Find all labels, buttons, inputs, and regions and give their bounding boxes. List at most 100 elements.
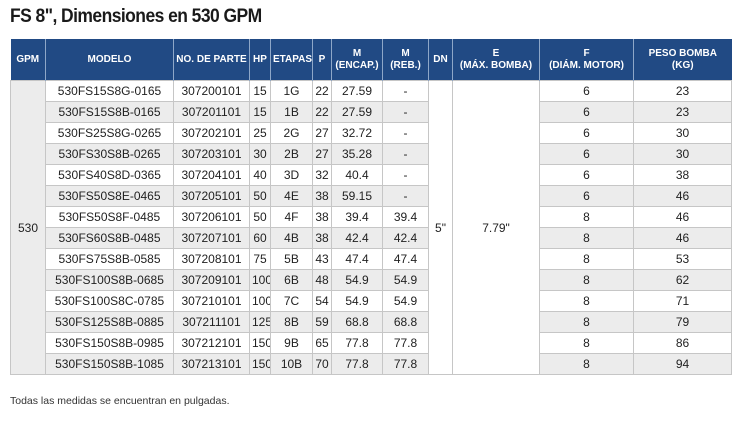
cell-p: 43 — [312, 248, 332, 270]
cell-hp: 40 — [249, 164, 271, 186]
cell-hp: 100 — [249, 269, 271, 291]
cell-no-de-parte: 307203101 — [173, 143, 250, 165]
cell-m-reb: 68.8 — [382, 311, 429, 333]
cell-no-de-parte: 307209101 — [173, 269, 250, 291]
cell-p: 54 — [312, 290, 332, 312]
cell-modelo: 530FS50S8E-0465 — [45, 185, 174, 207]
cell-p: 32 — [312, 164, 332, 186]
cell-peso-bomba: 94 — [633, 353, 732, 375]
cell-p: 22 — [312, 101, 332, 123]
cell-f-diam-motor: 6 — [539, 143, 634, 165]
column-header-modelo: MODELO — [45, 39, 174, 81]
cell-m-encap: 27.59 — [331, 101, 383, 123]
e-max-bomba-cell: 7.79" — [452, 80, 540, 375]
cell-no-de-parte: 307207101 — [173, 227, 250, 249]
dn-cell: 5" — [428, 80, 453, 375]
cell-f-diam-motor: 8 — [539, 332, 634, 354]
column-header-label: HP — [253, 53, 267, 65]
column-header-e-max-bomba: E (MÁX. BOMBA) — [452, 39, 540, 81]
table-row: 530 530FS15S8G-0165 307200101 15 1G 22 27.59-5… — [10, 80, 732, 375]
table-row: 530FS100S8B-0685 307209101 100 6B 48 54.9 54.9… — [11, 269, 732, 291]
cell-p: 48 — [312, 269, 332, 291]
cell-no-de-parte: 307202101 — [173, 122, 250, 144]
cell-modelo: 530FS125S8B-0885 — [45, 311, 174, 333]
cell-etapas: 4B — [270, 227, 313, 249]
gpm-cell: 530 — [10, 80, 46, 375]
cell-p: 22 — [312, 80, 332, 102]
cell-f-diam-motor: 8 — [539, 269, 634, 291]
cell-peso-bomba: 79 — [633, 311, 732, 333]
cell-f-diam-motor: 6 — [539, 164, 634, 186]
cell-etapas: 1B — [270, 101, 313, 123]
cell-m-encap: 47.4 — [331, 248, 383, 270]
column-header-hp: HP — [249, 39, 271, 81]
cell-etapas: 10B — [270, 353, 313, 375]
column-header-label: (ENCAP.) — [335, 59, 379, 71]
cell-m-encap: 68.8 — [331, 311, 383, 333]
cell-m-encap: 40.4 — [331, 164, 383, 186]
cell-etapas: 8B — [270, 311, 313, 333]
cell-modelo: 530FS25S8G-0265 — [45, 122, 174, 144]
cell-f-diam-motor: 8 — [539, 227, 634, 249]
cell-f-diam-motor: 8 — [539, 248, 634, 270]
cell-f-diam-motor: 8 — [539, 206, 634, 228]
cell-etapas: 2G — [270, 122, 313, 144]
table-row: 530FS150S8B-0985 307212101 150 9B 65 77.8 77.8… — [11, 332, 732, 354]
column-header-no-de-parte: NO. DE PARTE — [173, 39, 250, 81]
table-header-row: GPM MODELO NO. DE PARTE HP ETAPAS P M (ENCAP.) M… — [10, 39, 732, 81]
cell-etapas: 7C — [270, 290, 313, 312]
table-row: 530FS15S8B-0165 307201101 15 1B 22 27.59- 6 23 — [11, 101, 732, 123]
column-header-peso-bomba: PESO BOMBA (KG) — [633, 39, 732, 81]
cell-m-encap: 35.28 — [331, 143, 383, 165]
cell-hp: 25 — [249, 122, 271, 144]
cell-m-reb: 54.9 — [382, 269, 429, 291]
cell-f-diam-motor: 8 — [539, 311, 634, 333]
cell-m-reb: - — [382, 185, 429, 207]
cell-f-diam-motor: 8 — [539, 290, 634, 312]
cell-modelo: 530FS60S8B-0485 — [45, 227, 174, 249]
cell-no-de-parte: 307206101 — [173, 206, 250, 228]
cell-m-reb: 42.4 — [382, 227, 429, 249]
column-header-label: MODELO — [87, 53, 132, 65]
cell-etapas: 1G — [270, 80, 313, 102]
column-header-label: P — [318, 53, 326, 65]
cell-peso-bomba: 46 — [633, 206, 732, 228]
table-row: 530FS40S8D-0365 307204101 40 3D 32 40.4- 6 38 — [11, 164, 732, 186]
cell-m-reb: - — [382, 80, 429, 102]
cell-modelo: 530FS30S8B-0265 — [45, 143, 174, 165]
cell-modelo: 530FS15S8B-0165 — [45, 101, 174, 123]
cell-peso-bomba: 38 — [633, 164, 732, 186]
column-header-label: (DIÁM. MOTOR) — [549, 59, 624, 71]
cell-hp: 50 — [249, 206, 271, 228]
cell-modelo: 530FS100S8B-0685 — [45, 269, 174, 291]
column-header-gpm: GPM — [10, 39, 46, 81]
cell-m-reb: - — [382, 101, 429, 123]
cell-etapas: 4F — [270, 206, 313, 228]
column-header-label: F — [583, 47, 590, 59]
cell-peso-bomba: 53 — [633, 248, 732, 270]
cell-peso-bomba: 46 — [633, 227, 732, 249]
cell-no-de-parte: 307205101 — [173, 185, 250, 207]
column-header-dn: DN — [428, 39, 453, 81]
column-header-label: (REB.) — [390, 59, 421, 71]
cell-hp: 100 — [249, 290, 271, 312]
cell-m-encap: 39.4 — [331, 206, 383, 228]
cell-m-encap: 77.8 — [331, 332, 383, 354]
cell-p: 70 — [312, 353, 332, 375]
cell-m-encap: 59.15 — [331, 185, 383, 207]
cell-etapas: 5B — [270, 248, 313, 270]
cell-peso-bomba: 46 — [633, 185, 732, 207]
cell-etapas: 6B — [270, 269, 313, 291]
cell-no-de-parte: 307201101 — [173, 101, 250, 123]
table-row: 530FS150S8B-1085 307213101 150 10B 70 77.8 77.… — [11, 353, 732, 375]
cell-etapas: 9B — [270, 332, 313, 354]
column-header-label: GPM — [16, 53, 40, 65]
cell-peso-bomba: 86 — [633, 332, 732, 354]
cell-no-de-parte: 307212101 — [173, 332, 250, 354]
cell-etapas: 3D — [270, 164, 313, 186]
cell-modelo: 530FS150S8B-1085 — [45, 353, 174, 375]
cell-modelo: 530FS100S8C-0785 — [45, 290, 174, 312]
cell-no-de-parte: 307213101 — [173, 353, 250, 375]
cell-m-encap: 32.72 — [331, 122, 383, 144]
column-header-p: P — [312, 39, 332, 81]
